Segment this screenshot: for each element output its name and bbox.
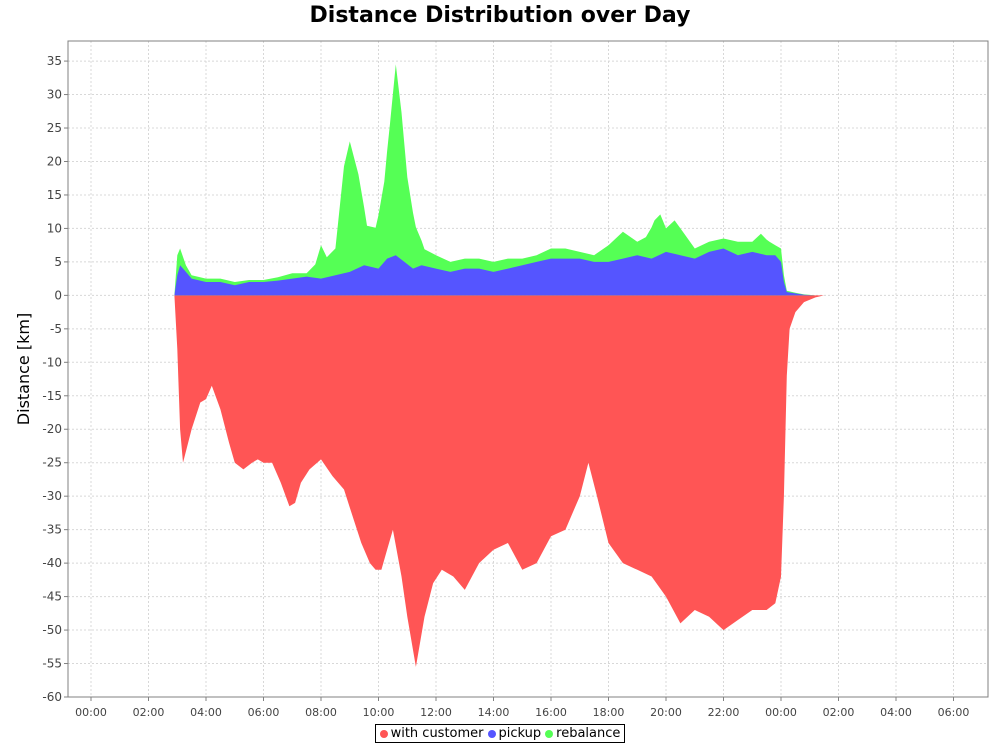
x-tick-label: 16:00 (535, 706, 567, 719)
chart-title: Distance Distribution over Day (309, 3, 691, 28)
x-tick-label: 02:00 (823, 706, 855, 719)
y-tick-label: 10 (47, 221, 62, 235)
y-tick-label: -45 (42, 590, 62, 604)
y-tick-label: 5 (54, 255, 62, 269)
x-tick-label: 00:00 (765, 706, 797, 719)
y-tick-label: -5 (50, 322, 62, 336)
y-tick-label: -20 (42, 422, 62, 436)
x-tick-label: 06:00 (938, 706, 970, 719)
area-with-customer (174, 295, 833, 667)
x-tick-label: 04:00 (190, 706, 222, 719)
legend-box: with customer pickup rebalance (374, 724, 626, 743)
area-series (174, 64, 833, 667)
area-rebalance (174, 64, 825, 296)
x-tick-label: 00:00 (75, 706, 107, 719)
plot-border (67, 40, 989, 698)
x-tick-label: 08:00 (305, 706, 337, 719)
legend-item-rebalance: rebalance (545, 726, 620, 741)
legend-swatch-icon (487, 729, 496, 738)
legend-swatch-icon (379, 729, 388, 738)
chart-canvas: 35 30 25 20 15 10 5 0 -5 -10 -15 -20 -25 -30 -35 -40 -45… (14, 40, 989, 719)
legend-label: rebalance (556, 726, 621, 741)
legend-swatch-icon (545, 729, 554, 738)
x-tick-label: 04:00 (880, 706, 912, 719)
legend-item-with-customer: with customer (379, 726, 484, 741)
y-axis-label: Distance [km] (14, 313, 33, 425)
y-tick-label: 25 (47, 121, 62, 135)
y-tick-label: -55 (42, 657, 62, 671)
y-tick-label: 35 (47, 54, 62, 68)
y-tick-label: 20 (47, 154, 62, 168)
legend-label: with customer (390, 726, 484, 741)
x-tick-label: 20:00 (650, 706, 682, 719)
x-tick-label: 12:00 (420, 706, 452, 719)
y-tick-label: -35 (42, 523, 62, 537)
legend-label: pickup (498, 726, 542, 741)
x-tick-label: 18:00 (593, 706, 625, 719)
y-tick-label: 30 (47, 88, 62, 102)
x-tick-label: 06:00 (248, 706, 280, 719)
legend-item-pickup: pickup (487, 726, 542, 741)
x-tick-label: 22:00 (708, 706, 740, 719)
y-tick-label: -50 (42, 623, 62, 637)
y-tick-label: 15 (47, 188, 62, 202)
x-tick-label: 02:00 (133, 706, 165, 719)
y-tick-label: -10 (42, 355, 62, 369)
y-tick-label: 0 (54, 288, 62, 302)
y-tick-label: -60 (42, 690, 62, 704)
x-tick-label: 14:00 (478, 706, 510, 719)
x-tick-label: 10:00 (363, 706, 395, 719)
y-tick-label: -40 (42, 556, 62, 570)
y-tick-label: -15 (42, 389, 62, 403)
axes: 35 30 25 20 15 10 5 0 -5 -10 -15 -20 -25 -30 -35 -40 -45… (42, 40, 989, 719)
legend: with customer pickup rebalance (0, 724, 1000, 743)
y-tick-label: -30 (42, 489, 62, 503)
y-tick-label: -25 (42, 456, 62, 470)
area-pickup (174, 248, 825, 296)
